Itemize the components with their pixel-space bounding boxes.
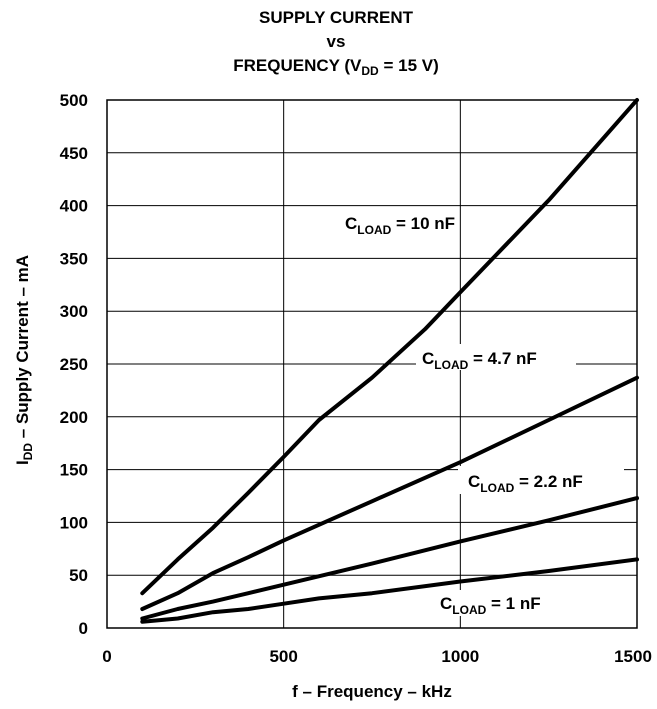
y-axis-label-main: I xyxy=(13,460,32,465)
title-line-3-rest: = 15 V) xyxy=(379,56,439,75)
x-tick-label: 1500 xyxy=(614,647,652,666)
label-2-2nf-text: CLOAD = 2.2 nF xyxy=(468,472,583,495)
y-tick-label: 0 xyxy=(79,619,88,638)
label-10nf: CLOAD = 10 nF xyxy=(345,214,455,237)
title-line-3-main: FREQUENCY (V xyxy=(233,56,362,75)
title-line-1: SUPPLY CURRENT xyxy=(259,8,414,27)
label-1nf: CLOAD = 1 nF xyxy=(432,590,582,617)
label-4-7nf: CLOAD = 4.7 nF xyxy=(416,344,576,372)
y-tick-label: 500 xyxy=(60,91,88,110)
chart-title: SUPPLY CURRENT vs FREQUENCY (VDD = 15 V) xyxy=(233,8,439,78)
label-2-2nf: CLOAD = 2.2 nF xyxy=(458,466,624,495)
y-tick-label: 50 xyxy=(69,566,88,585)
plot-frame xyxy=(106,99,638,629)
x-tick-labels: 0 500 1000 1500 xyxy=(102,647,652,666)
title-line-3-subscript: DD xyxy=(361,64,379,78)
series-line-10nf xyxy=(140,98,639,596)
x-axis-label: f – Frequency – kHz xyxy=(292,682,452,701)
series-labels: CLOAD = 10 nF CLOAD = 4.7 nF CLOAD = 2.2… xyxy=(345,214,624,617)
x-tick-label: 500 xyxy=(269,647,297,666)
y-tick-label: 300 xyxy=(60,302,88,321)
x-tick-label: 1000 xyxy=(441,647,479,666)
series-line-4-7nf xyxy=(140,375,639,611)
y-axis-label-rest: – Supply Current – mA xyxy=(13,255,32,443)
label-4-7nf-text: CLOAD = 4.7 nF xyxy=(422,349,537,372)
label-1nf-text: CLOAD = 1 nF xyxy=(440,594,541,617)
x-tick-label: 0 xyxy=(102,647,111,666)
series-layer xyxy=(140,98,639,624)
y-axis-label: IDD – Supply Current – mA xyxy=(13,255,35,465)
series-line-2-2nf xyxy=(140,496,639,621)
y-tick-label: 450 xyxy=(60,144,88,163)
title-line-2: vs xyxy=(327,32,346,51)
label-4-7nf-bg xyxy=(416,344,576,370)
y-tick-labels: 0 50 100 150 200 250 300 350 400 450 500 xyxy=(60,91,88,638)
y-tick-label: 400 xyxy=(60,197,88,216)
label-2-2nf-bg xyxy=(458,466,624,494)
label-10nf-text: CLOAD = 10 nF xyxy=(345,214,455,237)
label-1nf-bg xyxy=(432,590,582,616)
title-line-3: FREQUENCY (VDD = 15 V) xyxy=(233,56,439,78)
y-tick-label: 150 xyxy=(60,461,88,480)
y-tick-label: 250 xyxy=(60,355,88,374)
y-tick-label: 350 xyxy=(60,249,88,268)
series-line-1nf xyxy=(140,557,639,624)
y-axis-label-subscript: DD xyxy=(21,443,35,461)
y-tick-label: 100 xyxy=(60,513,88,532)
y-tick-label: 200 xyxy=(60,408,88,427)
